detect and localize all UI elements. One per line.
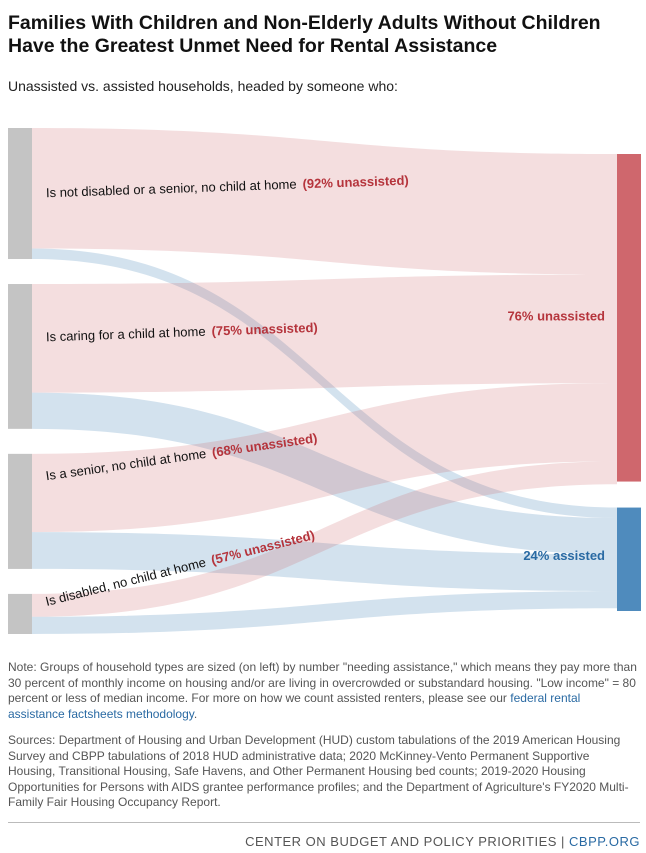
footer-url: CBPP.ORG — [569, 834, 640, 849]
chart-title: Families With Children and Non-Elderly A… — [8, 12, 601, 57]
note: Note: Groups of household types are size… — [8, 660, 640, 722]
target-node — [617, 507, 641, 611]
footer: CENTER ON BUDGET AND POLICY PRIORITIES |… — [8, 834, 640, 849]
divider — [8, 822, 640, 823]
target-node — [617, 154, 641, 482]
unassisted-flow — [32, 461, 617, 617]
category-name: Is caring for a child at home — [46, 324, 206, 345]
footer-org: CENTER ON BUDGET AND POLICY PRIORITIES | — [245, 834, 565, 849]
value-label: (75% unassisted) — [211, 320, 318, 339]
assisted-flow — [32, 532, 617, 592]
note-end: . — [193, 706, 198, 721]
flows — [32, 128, 617, 634]
value-label: (92% unassisted) — [302, 173, 409, 192]
unassisted-flow — [32, 274, 617, 393]
assisted-flow — [32, 248, 617, 519]
chart-subtitle: Unassisted vs. assisted households, head… — [8, 78, 398, 94]
category-label: Is caring for a child at home (75% unassi… — [46, 320, 318, 344]
sources: Sources: Department of Housing and Urban… — [8, 733, 629, 809]
source-node — [8, 593, 32, 634]
assisted-flow — [32, 392, 617, 555]
source-node — [8, 453, 32, 569]
unassisted-flow — [32, 128, 617, 275]
target-label: 76% unassisted — [507, 308, 605, 323]
source-node — [8, 284, 32, 429]
note-link[interactable]: federal rental assistance factsheets met… — [8, 691, 581, 721]
note-text: Note: Groups of household types are size… — [8, 660, 637, 705]
source-node — [8, 128, 32, 260]
target-label: 24% assisted — [523, 548, 605, 563]
unassisted-flow — [32, 383, 617, 533]
chart: Is not disabled or a senior, no child at… — [8, 128, 641, 634]
assisted-flow — [32, 591, 617, 634]
